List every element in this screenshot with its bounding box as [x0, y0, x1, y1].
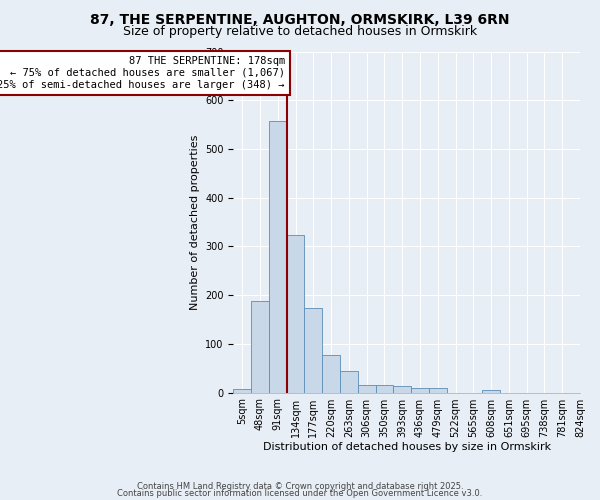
Bar [269, 121, 287, 392]
Bar [322, 354, 340, 393]
Bar [251, 301, 269, 392]
Text: Contains public sector information licensed under the Open Government Licence v3: Contains public sector information licen… [118, 490, 482, 498]
Bar [287, 235, 304, 392]
Bar [340, 370, 358, 392]
Bar [411, 388, 429, 392]
Text: Contains HM Land Registry data © Crown copyright and database right 2025.: Contains HM Land Registry data © Crown c… [137, 482, 463, 491]
Bar [304, 308, 322, 392]
X-axis label: Distribution of detached houses by size in Ormskirk: Distribution of detached houses by size … [263, 442, 551, 452]
Text: Size of property relative to detached houses in Ormskirk: Size of property relative to detached ho… [123, 25, 477, 38]
Bar [394, 386, 411, 392]
Y-axis label: Number of detached properties: Number of detached properties [190, 134, 200, 310]
Bar [358, 386, 376, 392]
Text: 87, THE SERPENTINE, AUGHTON, ORMSKIRK, L39 6RN: 87, THE SERPENTINE, AUGHTON, ORMSKIRK, L… [90, 12, 510, 26]
Bar [233, 389, 251, 392]
Bar [482, 390, 500, 392]
Bar [429, 388, 446, 392]
Text: 87 THE SERPENTINE: 178sqm
← 75% of detached houses are smaller (1,067)
25% of se: 87 THE SERPENTINE: 178sqm ← 75% of detac… [0, 56, 285, 90]
Bar [376, 386, 394, 392]
